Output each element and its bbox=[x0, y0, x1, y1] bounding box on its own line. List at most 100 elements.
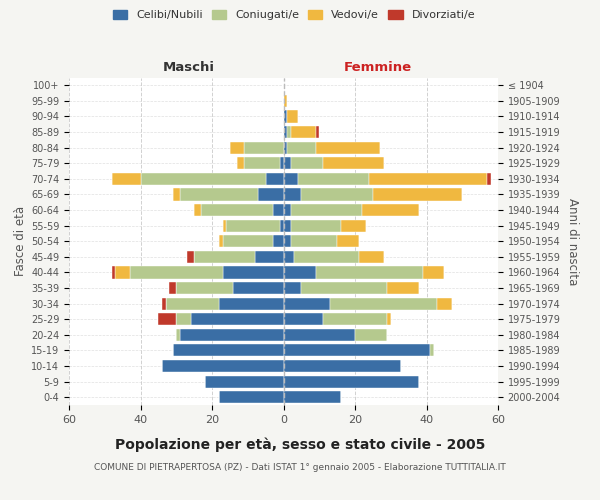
Text: Popolazione per età, sesso e stato civile - 2005: Popolazione per età, sesso e stato civil… bbox=[115, 438, 485, 452]
Bar bbox=[301, 282, 387, 294]
Bar bbox=[362, 204, 419, 216]
Bar bbox=[169, 282, 176, 294]
Bar bbox=[191, 313, 284, 326]
Bar bbox=[284, 188, 301, 200]
Bar bbox=[194, 251, 255, 263]
Bar bbox=[115, 266, 130, 278]
Bar bbox=[316, 266, 423, 278]
Bar bbox=[176, 328, 180, 341]
Bar bbox=[230, 142, 244, 154]
Bar bbox=[176, 282, 233, 294]
Bar bbox=[180, 188, 259, 200]
Bar bbox=[219, 298, 284, 310]
Bar bbox=[284, 204, 290, 216]
Bar bbox=[430, 344, 434, 356]
Bar bbox=[223, 220, 226, 232]
Text: Femmine: Femmine bbox=[344, 61, 412, 74]
Bar bbox=[112, 173, 140, 185]
Bar bbox=[284, 126, 287, 138]
Bar bbox=[387, 313, 391, 326]
Legend: Celibi/Nubili, Coniugati/e, Vedovi/e, Divorziati/e: Celibi/Nubili, Coniugati/e, Vedovi/e, Di… bbox=[109, 6, 479, 25]
Bar bbox=[166, 298, 219, 310]
Bar bbox=[194, 204, 201, 216]
Bar bbox=[244, 142, 284, 154]
Bar bbox=[323, 313, 387, 326]
Bar bbox=[259, 188, 284, 200]
Bar bbox=[162, 360, 284, 372]
Bar bbox=[370, 173, 487, 185]
Bar bbox=[298, 173, 370, 185]
Y-axis label: Anni di nascita: Anni di nascita bbox=[566, 198, 579, 285]
Bar bbox=[290, 235, 337, 248]
Bar bbox=[316, 126, 319, 138]
Bar bbox=[437, 298, 452, 310]
Bar bbox=[140, 173, 266, 185]
Bar bbox=[341, 220, 366, 232]
Bar bbox=[284, 376, 419, 388]
Bar bbox=[284, 95, 287, 107]
Bar bbox=[284, 173, 298, 185]
Bar bbox=[284, 251, 294, 263]
Bar bbox=[223, 266, 284, 278]
Bar bbox=[290, 204, 362, 216]
Bar bbox=[284, 235, 290, 248]
Bar bbox=[266, 173, 284, 185]
Bar bbox=[280, 157, 284, 170]
Y-axis label: Fasce di età: Fasce di età bbox=[14, 206, 27, 276]
Bar bbox=[284, 313, 323, 326]
Bar bbox=[290, 220, 341, 232]
Bar bbox=[284, 328, 355, 341]
Bar bbox=[337, 235, 359, 248]
Bar bbox=[226, 220, 280, 232]
Bar bbox=[223, 235, 273, 248]
Bar bbox=[387, 282, 419, 294]
Text: COMUNE DI PIETRAPERTOSA (PZ) - Dati ISTAT 1° gennaio 2005 - Elaborazione TUTTITA: COMUNE DI PIETRAPERTOSA (PZ) - Dati ISTA… bbox=[94, 462, 506, 471]
Bar bbox=[284, 157, 290, 170]
Text: Maschi: Maschi bbox=[163, 61, 215, 74]
Bar bbox=[176, 313, 191, 326]
Bar bbox=[284, 344, 430, 356]
Bar bbox=[237, 157, 244, 170]
Bar bbox=[284, 220, 290, 232]
Bar bbox=[373, 188, 462, 200]
Bar bbox=[330, 298, 437, 310]
Bar bbox=[112, 266, 115, 278]
Bar bbox=[219, 235, 223, 248]
Bar bbox=[316, 142, 380, 154]
Bar bbox=[284, 282, 301, 294]
Bar bbox=[359, 251, 383, 263]
Bar bbox=[323, 157, 383, 170]
Bar bbox=[294, 251, 359, 263]
Bar bbox=[284, 266, 316, 278]
Bar bbox=[180, 328, 284, 341]
Bar bbox=[244, 157, 280, 170]
Bar bbox=[284, 298, 330, 310]
Bar bbox=[273, 204, 284, 216]
Bar bbox=[423, 266, 445, 278]
Bar bbox=[301, 188, 373, 200]
Bar bbox=[284, 110, 287, 122]
Bar bbox=[219, 391, 284, 404]
Bar bbox=[284, 142, 287, 154]
Bar bbox=[130, 266, 223, 278]
Bar bbox=[280, 220, 284, 232]
Bar bbox=[287, 142, 316, 154]
Bar bbox=[173, 188, 180, 200]
Bar bbox=[287, 126, 290, 138]
Bar bbox=[487, 173, 491, 185]
Bar bbox=[284, 391, 341, 404]
Bar bbox=[273, 235, 284, 248]
Bar bbox=[158, 313, 176, 326]
Bar bbox=[355, 328, 387, 341]
Bar bbox=[187, 251, 194, 263]
Bar bbox=[201, 204, 273, 216]
Bar bbox=[173, 344, 284, 356]
Bar bbox=[290, 157, 323, 170]
Bar bbox=[162, 298, 166, 310]
Bar bbox=[233, 282, 284, 294]
Bar bbox=[284, 360, 401, 372]
Bar bbox=[290, 126, 316, 138]
Bar bbox=[287, 110, 298, 122]
Bar bbox=[255, 251, 284, 263]
Bar bbox=[205, 376, 284, 388]
